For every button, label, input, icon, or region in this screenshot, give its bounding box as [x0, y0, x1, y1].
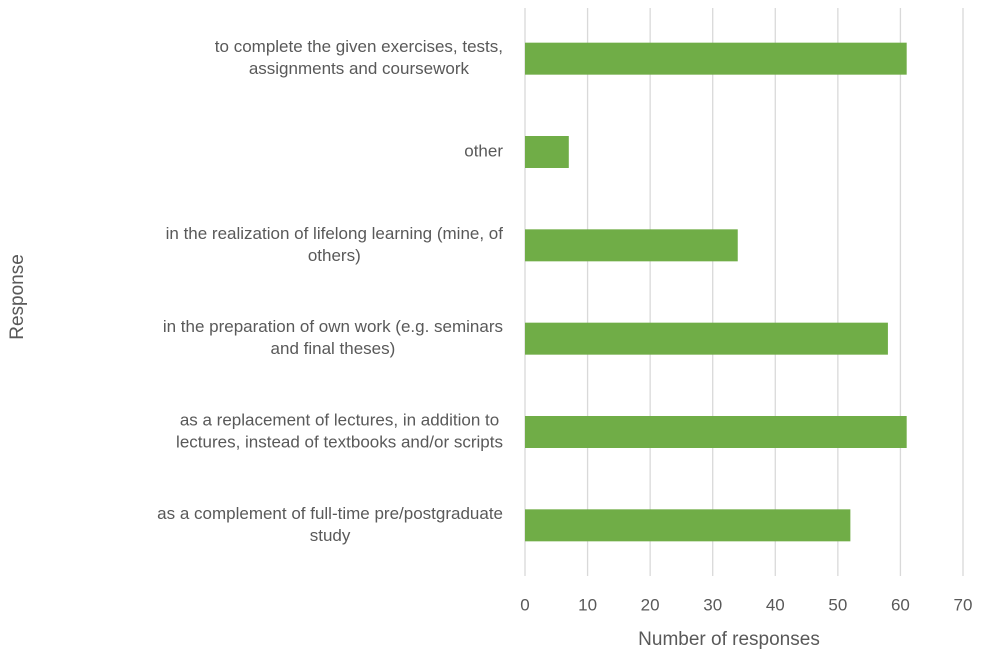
bar [525, 229, 738, 262]
y-tick-label: and final theses) [271, 339, 396, 358]
y-tick-label: study [310, 526, 351, 545]
bar [525, 136, 569, 168]
x-tick-label: 50 [828, 595, 847, 614]
x-tick-label: 0 [520, 595, 529, 614]
x-tick-label: 70 [954, 595, 973, 614]
y-tick-label: lectures, instead of textbooks and/or sc… [176, 432, 503, 451]
x-axis-label: Number of responses [638, 629, 820, 650]
bar [525, 509, 851, 542]
y-tick-label: other [464, 141, 503, 160]
x-tick-label: 30 [703, 595, 722, 614]
bar [525, 322, 888, 355]
y-tick-label: in the preparation of own work (e.g. sem… [163, 317, 503, 336]
y-tick-label: to complete the given exercises, tests, [215, 37, 503, 56]
x-tick-label: 20 [641, 595, 660, 614]
bar [525, 416, 907, 448]
x-tick-label: 10 [578, 595, 597, 614]
y-tick-label: as a complement of full-time pre/postgra… [157, 504, 503, 523]
y-tick-label: assignments and coursework [249, 59, 470, 78]
x-tick-label: 60 [891, 595, 910, 614]
y-axis-label: Response [7, 254, 28, 340]
y-tick-label: in the realization of lifelong learning … [166, 224, 504, 243]
y-tick-label: others) [308, 246, 361, 265]
y-tick-label: as a replacement of lectures, in additio… [180, 410, 499, 429]
x-tick-label: 40 [766, 595, 785, 614]
bar [525, 42, 907, 75]
